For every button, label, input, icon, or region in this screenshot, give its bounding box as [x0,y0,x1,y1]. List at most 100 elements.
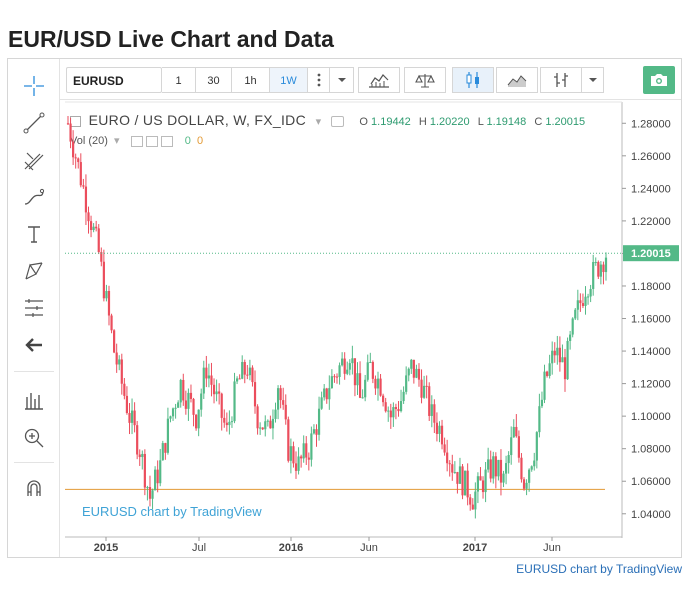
candle-body [561,357,564,363]
brush-icon[interactable] [21,184,47,210]
candle-body [512,426,515,438]
open-value: 1.19442 [371,116,411,128]
pitchfork-icon[interactable] [21,147,47,173]
trend-line-icon[interactable] [21,110,47,136]
candle-body [569,334,572,341]
candle-body [530,466,533,470]
candle-body [246,374,249,376]
crosshair-icon[interactable] [21,73,47,99]
last-price-label: 1.20015 [631,248,671,260]
candle-body [592,262,595,289]
candle-body [581,303,585,306]
candle-body [228,421,231,426]
candle-body [238,378,241,380]
candle-body [520,457,523,480]
timeframe-1w-button[interactable]: 1W [270,67,308,93]
volume-chevron-icon[interactable]: ▾ [113,135,120,147]
volume-eye-icon[interactable] [130,135,143,147]
candle-body [235,378,239,382]
snapshot-camera-button[interactable] [643,66,675,94]
candle-body [95,226,98,229]
candle-body [356,373,359,386]
fib-icon[interactable] [21,295,47,321]
chart-watermark[interactable]: EURUSD chart by TradingView [82,504,262,519]
volume-settings-icon[interactable] [145,135,158,147]
candle-body [300,456,303,459]
candle-body [540,399,544,407]
candle-body [223,417,226,423]
measure-icon[interactable] [21,387,47,413]
candle-body [154,469,157,491]
candle-body [556,347,559,356]
high-value: 1.20220 [429,116,470,128]
y-tick-label: 1.16000 [631,314,671,326]
candle-body [310,433,313,460]
candle-body [105,291,108,299]
bars-icon[interactable] [540,67,582,93]
tradingview-footer-link[interactable]: EURUSD chart by TradingView [516,562,682,576]
indicators-icon[interactable] [358,67,400,93]
text-tool-icon[interactable] [21,221,47,247]
candle-body [384,402,387,412]
candle-body [535,432,538,461]
candle-body [504,463,508,474]
candle-body [489,459,492,479]
candle-body [297,456,300,471]
candle-body [415,368,418,378]
candle-body [374,378,377,389]
timeframe-30-button[interactable]: 30 [196,67,232,93]
candle-body [448,463,451,465]
chart-legend: EURO / US DOLLAR, W, FX_IDC ▾ O 1.19442 … [70,112,590,128]
candle-body [159,460,162,484]
candle-body [551,350,554,364]
pattern-icon[interactable] [21,258,47,284]
candle-body [115,352,118,365]
chevron-down-icon[interactable] [582,67,604,93]
candle-body [335,376,339,378]
candle-body [553,350,556,356]
eye-icon[interactable] [330,116,344,128]
magnet-icon[interactable] [21,475,47,501]
candle-body [387,410,390,412]
timeframe-1h-button[interactable]: 1h [232,67,270,93]
candle-body [545,371,549,376]
candle-body [253,382,257,407]
candle-body [576,300,579,310]
volume-value-a: 0 [184,135,191,147]
candle-body [558,347,561,363]
area-chart-icon[interactable] [496,67,538,93]
candle-body [507,455,510,464]
candle-body [164,443,167,453]
more-intervals-icon[interactable] [308,67,330,93]
candles-icon[interactable] [452,67,494,93]
candle-body [269,420,272,429]
candle-body [469,497,472,505]
candle-body [343,358,346,374]
x-tick-label: 2015 [94,542,118,554]
drawing-toolbar [8,59,60,557]
candle-body [97,228,100,253]
last-price-badge [623,245,679,262]
chevron-down-icon[interactable] [330,67,354,93]
symbol-input[interactable]: EURUSD [66,67,162,93]
candle-body [282,400,285,405]
back-arrow-icon[interactable] [21,332,47,358]
zoom-in-icon[interactable] [21,425,47,451]
volume-close-icon[interactable] [160,135,173,147]
candle-body [435,422,439,434]
candle-body [410,359,413,369]
candle-body [517,436,520,458]
candle-body [107,291,111,316]
candle-body [100,252,103,262]
candle-body [218,391,221,394]
close-value: 1.20015 [545,116,586,128]
legend-chevron-icon[interactable]: ▾ [315,116,322,128]
candle-body [289,446,292,461]
compare-scale-icon[interactable] [404,67,446,93]
candle-body [602,264,605,273]
candle-body [351,358,354,364]
y-tick-label: 1.26000 [631,151,671,163]
candle-body [256,406,259,429]
timeframe-1-button[interactable]: 1 [162,67,196,93]
